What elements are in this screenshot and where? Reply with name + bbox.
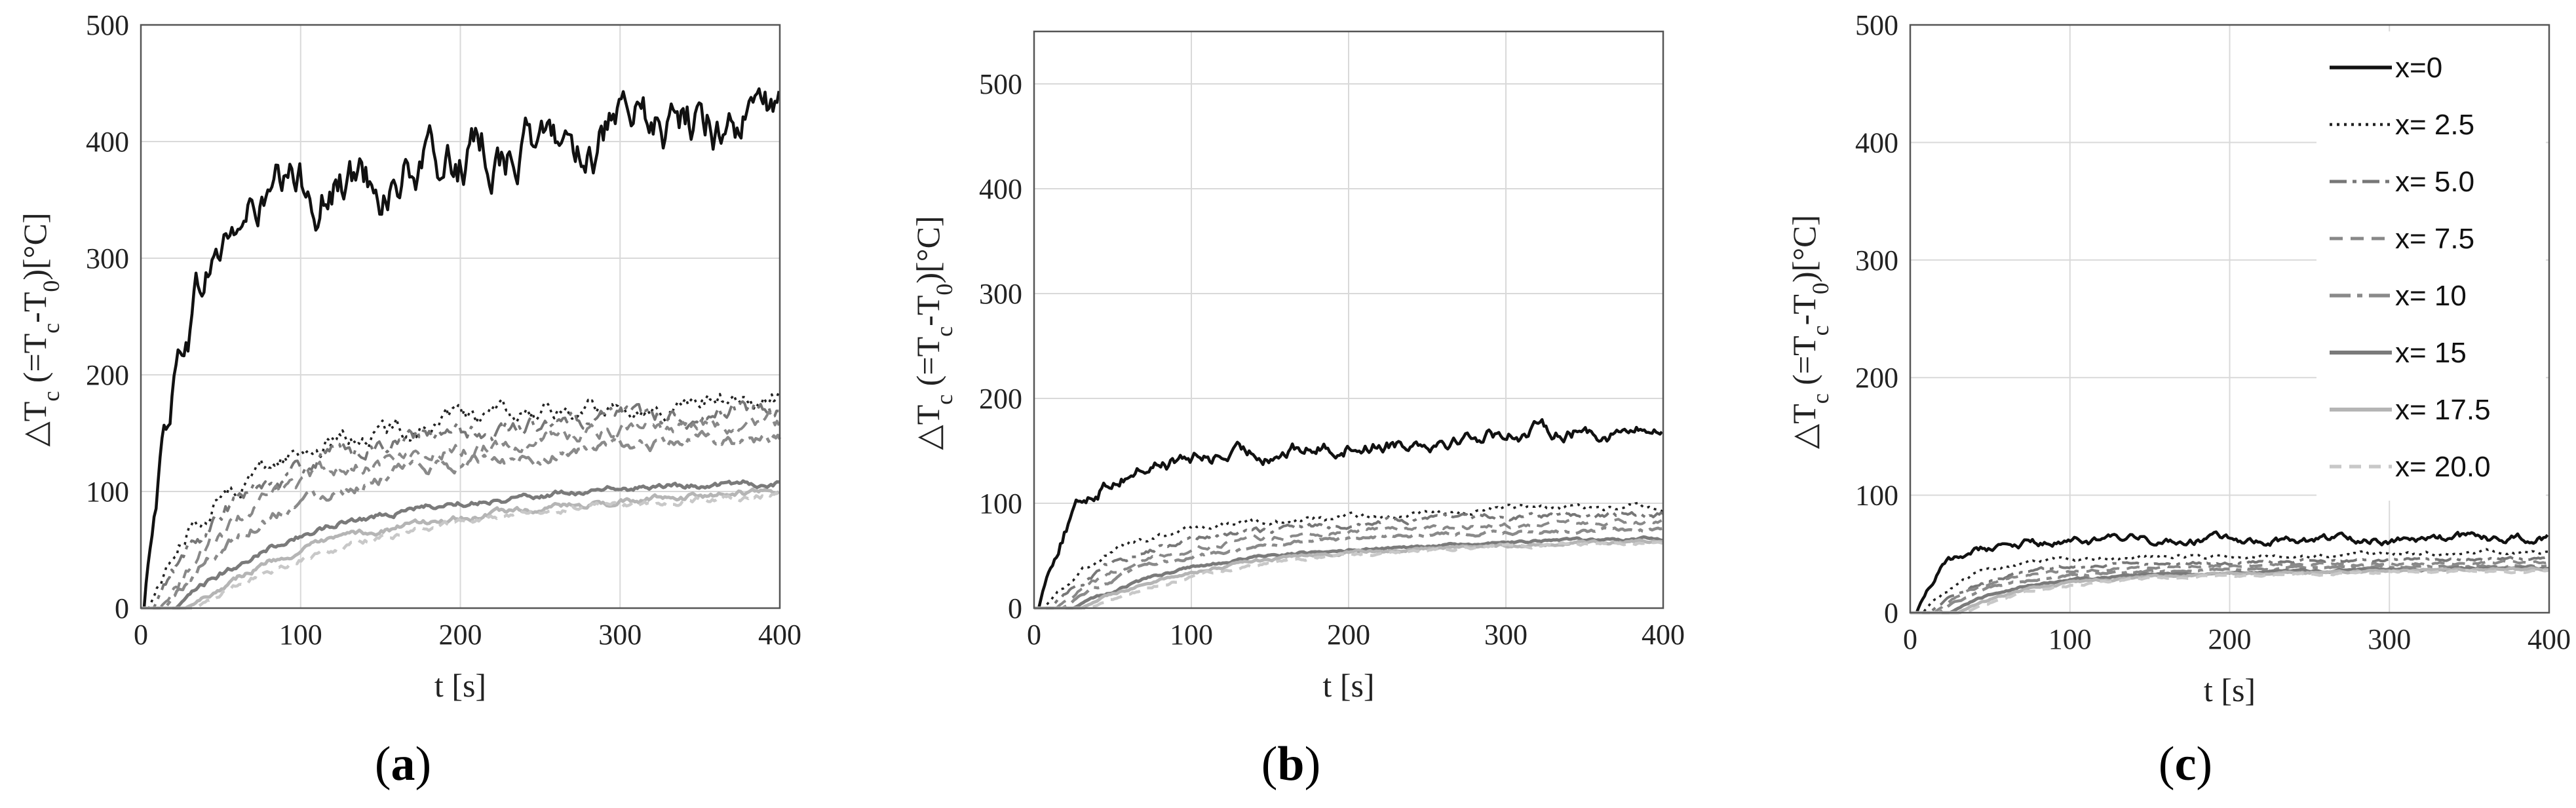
chart-panel-c: 0 100 200 300 400 0 100 200 300 400 500 t [s] △Tc (=… (1786, 9, 2571, 708)
legend-label-8: x= 20.0 (2395, 451, 2491, 483)
x-tick-label: 300 (2368, 623, 2411, 655)
series-line-8 (1910, 568, 2550, 615)
series-line-4 (1034, 518, 1663, 609)
x-tick-label: 400 (1642, 619, 1685, 651)
panel-label-c: (c) (2159, 737, 2212, 791)
y-tick-label: 300 (86, 242, 129, 275)
series-line-6 (1034, 535, 1663, 610)
x-tick-label: 400 (2528, 623, 2571, 655)
series-line-4 (141, 410, 780, 609)
y-tick-label: 0 (1008, 592, 1022, 625)
legend-label-5: x= 10 (2395, 280, 2467, 312)
legend-label-6: x= 15 (2395, 337, 2467, 369)
y-tick-label: 300 (979, 278, 1022, 310)
series-line-8 (1034, 540, 1664, 610)
legend: x=0 x= 2.5 x= 5.0 x= 7.5 x= 10 x= 15 x= 17.5 x=… (2316, 31, 2546, 501)
x-tick-label: 200 (2208, 623, 2252, 655)
y-tick-label: 100 (1855, 480, 1898, 512)
x-tick-label: 200 (439, 619, 482, 651)
legend-label-2: x= 2.5 (2395, 109, 2474, 141)
x-tick-label: 200 (1327, 619, 1370, 651)
x-axis-label: t [s] (2204, 672, 2256, 708)
y-axis-label: △Tc (=Tc-T0)[°C] (910, 216, 957, 450)
y-tick-label: 0 (115, 592, 129, 625)
panel-label-a: (a) (375, 737, 431, 791)
legend-label-3: x= 5.0 (2395, 166, 2474, 198)
series-line-3 (1034, 510, 1664, 609)
plot-frame (1909, 24, 2550, 614)
legend-label-4: x= 7.5 (2395, 223, 2474, 255)
x-axis-label: t [s] (434, 667, 486, 704)
chart-panel-b: 0 100 200 300 400 0 100 200 300 400 500 t [s] △Tc (=… (910, 30, 1685, 704)
y-axis-label: △Tc (=Tc-T0)[°C] (1786, 215, 1834, 449)
series-line-8 (141, 491, 779, 610)
y-tick-label: 200 (86, 359, 129, 391)
x-tick-label: 100 (1170, 619, 1213, 651)
series-line-2 (1034, 501, 1664, 609)
y-tick-label: 500 (1855, 9, 1898, 41)
y-tick-label: 200 (1855, 362, 1898, 394)
y-tick-label: 300 (1855, 244, 1898, 277)
chart-panel-a: 0 100 200 300 400 0 100 200 300 400 500 t [s] △Tc (=… (16, 9, 801, 704)
y-tick-label: 100 (86, 476, 129, 508)
series-line-1 (1910, 530, 2549, 615)
legend-label-7: x= 17.5 (2395, 394, 2491, 426)
series-line-5 (141, 429, 782, 610)
series-line-4 (1910, 560, 2550, 614)
series-line-5 (1910, 564, 2548, 615)
x-tick-label: 100 (2048, 623, 2092, 655)
series-line-6 (141, 479, 780, 610)
x-tick-label: 300 (598, 619, 642, 651)
x-tick-label: 0 (134, 619, 148, 651)
legend-label-1: x=0 (2395, 52, 2442, 84)
series-line-1 (1034, 418, 1663, 610)
series-line-1 (141, 87, 781, 610)
series-line-5 (1034, 526, 1663, 610)
series-line-2 (141, 389, 781, 609)
y-tick-label: 400 (979, 173, 1022, 205)
y-tick-label: 200 (979, 383, 1022, 415)
x-tick-label: 0 (1027, 619, 1041, 651)
plot-frame (140, 24, 781, 609)
y-tick-label: 0 (1884, 597, 1898, 629)
x-tick-label: 300 (1484, 619, 1528, 651)
series-line-3 (141, 400, 779, 609)
x-tick-label: 100 (279, 619, 322, 651)
series-line-3 (1910, 556, 2549, 614)
x-tick-label: 0 (1903, 623, 1917, 655)
y-tick-label: 400 (1855, 126, 1898, 159)
y-tick-label: 400 (86, 126, 129, 158)
y-tick-label: 500 (979, 68, 1022, 100)
series-line-7 (141, 487, 780, 610)
y-axis-label: △Tc (=Tc-T0)[°C] (16, 212, 64, 446)
plot-frame (1033, 30, 1664, 609)
y-tick-label: 100 (979, 488, 1022, 520)
x-axis-label: t [s] (1322, 667, 1374, 704)
x-tick-label: 400 (758, 619, 801, 651)
panel-label-b: (b) (1261, 737, 1320, 791)
y-tick-label: 500 (86, 9, 129, 41)
